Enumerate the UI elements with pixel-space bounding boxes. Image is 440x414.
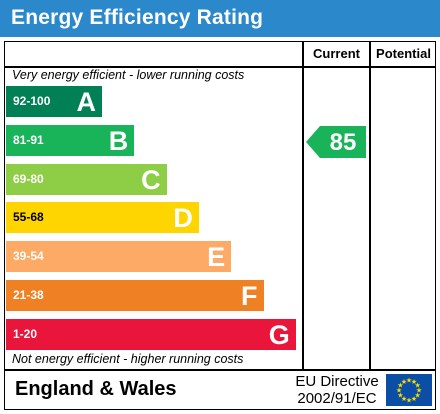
band-letter: B [108,125,129,156]
footer-row-divider [4,369,436,371]
eu-star-icon: ★ [416,387,422,395]
rating-band-e: 39-54 E [6,241,232,273]
rating-band-a: 92-100 A [6,86,102,117]
eu-star-icon: ★ [397,382,403,390]
eu-star-icon: ★ [401,378,407,386]
eu-star-icon: ★ [406,397,412,405]
current-rating-marker: 85 [306,126,366,158]
current-rating-value: 85 [329,129,357,156]
eu-directive: EU Directive 2002/91/EC [293,373,381,407]
eu-star-icon: ★ [415,382,421,390]
footer-region: England & Wales [15,378,177,400]
eu-star-icon: ★ [406,377,412,385]
eu-directive-line2: 2002/91/EC [297,390,377,407]
eu-star-icon: ★ [401,395,407,403]
band-letter: C [141,164,161,195]
eu-star-icon: ★ [397,392,403,400]
column-divider-potential [369,41,371,370]
page-title: Energy Efficiency Rating [11,6,264,29]
eu-star-icon: ★ [411,378,417,386]
column-divider-current [302,41,304,370]
rating-band-d: 55-68 D [6,202,199,234]
column-header-current: Current [313,46,360,61]
eu-star-icon: ★ [396,387,402,395]
band-range-label: 55-68 [13,210,44,225]
rating-band-g: 1-20 G [6,318,296,350]
rating-band-f: 21-38 F [6,280,264,311]
band-letter: G [268,319,290,350]
eu-star-icon: ★ [411,395,417,403]
column-header-potential: Potential [376,46,431,61]
band-range-label: 69-80 [13,171,44,186]
current-rating-arrow [306,126,366,158]
band-range-label: 1-20 [13,326,38,341]
eu-directive-line1: EU Directive [295,373,379,390]
rating-band-c: 69-80 C [6,163,167,195]
top-note: Very energy efficient - lower running co… [12,68,245,82]
band-letter: A [76,87,97,117]
band-range-label: 21-38 [13,288,44,302]
title-bar: Energy Efficiency Rating [0,0,440,37]
band-letter: F [241,281,258,311]
band-letter: E [207,242,226,273]
eu-star-icon: ★ [415,392,421,400]
rating-table [4,41,436,410]
band-letter: D [173,203,193,234]
band-range-label: 39-54 [13,249,44,264]
band-range-label: 92-100 [13,94,51,108]
header-row-divider [4,66,436,68]
rating-band-b: 81-91 B [6,124,135,156]
bottom-note: Not energy efficient - higher running co… [12,352,244,366]
band-range-label: 81-91 [13,132,44,147]
eu-flag-icon: ★ ★ ★ ★ ★ ★ ★ ★ ★ ★ ★ ★ [386,374,432,406]
